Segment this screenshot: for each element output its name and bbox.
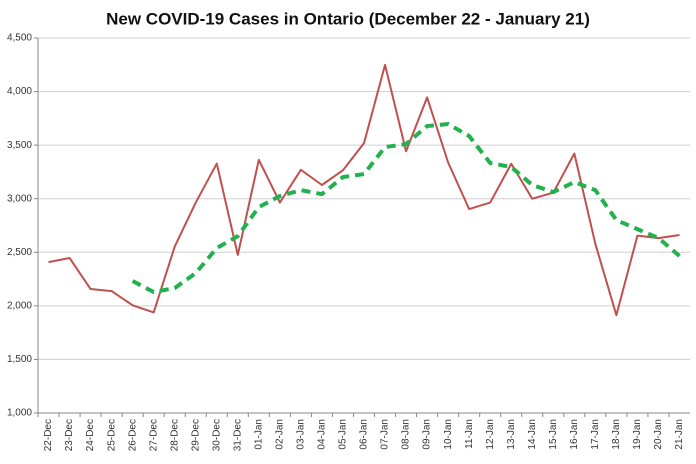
x-tick-label: 24-Dec xyxy=(85,419,96,451)
series-line xyxy=(48,63,680,317)
y-tick-label: 2,000 xyxy=(7,300,32,311)
y-tick-label: 3,000 xyxy=(7,193,32,204)
x-tick-label: 26-Dec xyxy=(127,419,138,451)
y-tick-label: 4,500 xyxy=(7,33,32,44)
x-tick-label: 02-Jan xyxy=(275,419,286,450)
x-tick-label: 30-Dec xyxy=(211,419,222,451)
x-tick-label: 29-Dec xyxy=(190,419,201,451)
x-tick-label: 10-Jan xyxy=(443,419,454,450)
x-tick-label: 03-Jan xyxy=(296,419,307,450)
x-tick-label: 05-Jan xyxy=(338,419,349,450)
x-tick-label: 22-Dec xyxy=(43,419,54,451)
x-tick-label: 28-Dec xyxy=(169,419,180,451)
x-tick-label: 11-Jan xyxy=(464,419,475,449)
x-tick-label: 09-Jan xyxy=(422,419,433,450)
chart-title: New COVID-19 Cases in Ontario (December … xyxy=(106,9,590,28)
x-tick-label: 19-Jan xyxy=(632,419,643,450)
x-tick-label: 06-Jan xyxy=(359,419,370,450)
y-tick-label: 2,500 xyxy=(7,247,32,258)
y-tick-label: 1,500 xyxy=(7,354,32,365)
x-tick-label: 21-Jan xyxy=(674,419,685,450)
x-tick-label: 25-Dec xyxy=(106,419,117,451)
x-tick-label: 15-Jan xyxy=(548,419,559,450)
x-tick-label: 23-Dec xyxy=(64,419,75,451)
y-tick-label: 4,000 xyxy=(7,86,32,97)
x-tick-label: 14-Jan xyxy=(527,419,538,450)
y-tick-label: 1,000 xyxy=(7,408,32,419)
x-tick-label: 31-Dec xyxy=(232,419,243,451)
y-tick-label: 3,500 xyxy=(7,140,32,151)
x-tick-label: 17-Jan xyxy=(590,419,601,450)
x-tick-label: 07-Jan xyxy=(380,419,391,450)
x-tick-label: 27-Dec xyxy=(148,419,159,451)
x-tick-label: 13-Jan xyxy=(506,419,517,450)
x-tick-label: 04-Jan xyxy=(317,419,328,450)
x-tick-label: 01-Jan xyxy=(253,419,264,450)
x-tick-label: 18-Jan xyxy=(611,419,622,450)
x-tick-label: 08-Jan xyxy=(401,419,412,450)
x-tick-label: 20-Jan xyxy=(653,419,664,450)
x-tick-label: 16-Jan xyxy=(569,419,580,450)
x-tick-label: 12-Jan xyxy=(485,419,496,450)
series-line xyxy=(131,122,681,295)
